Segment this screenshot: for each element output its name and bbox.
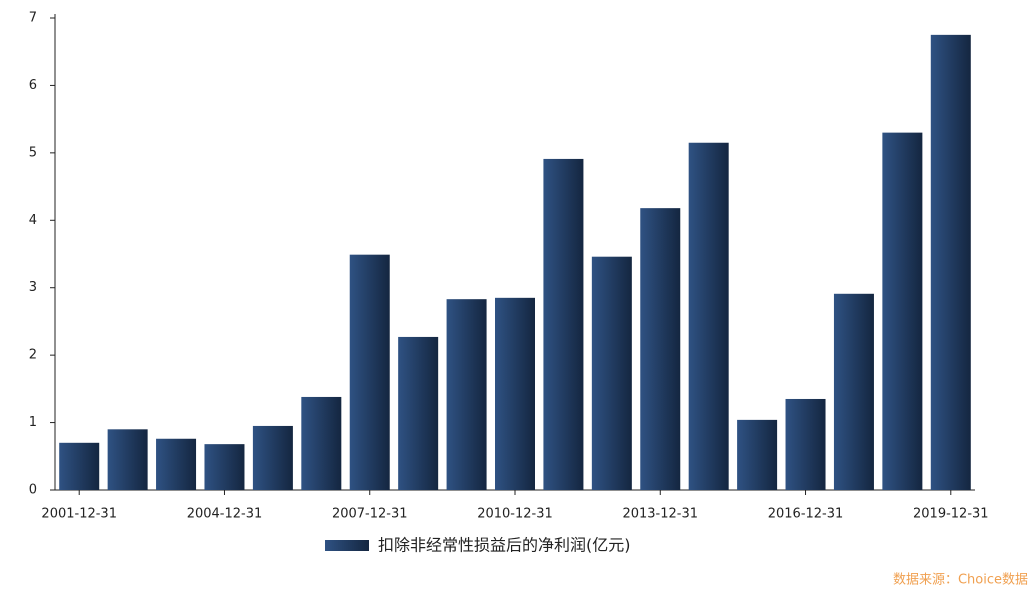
bar: [688, 142, 729, 490]
x-tick-label: 2013-12-31: [622, 507, 698, 522]
y-tick-label: 2: [29, 348, 37, 363]
bar: [59, 442, 100, 490]
x-tick-label: 2010-12-31: [477, 507, 553, 522]
y-tick-label: 0: [29, 483, 37, 498]
bar: [882, 132, 923, 490]
y-tick-label: 6: [29, 78, 37, 93]
bar: [833, 293, 874, 490]
y-tick-label: 1: [29, 415, 37, 430]
legend-label: 扣除非经常性损益后的净利润(亿元): [378, 536, 631, 555]
y-tick-label: 7: [29, 11, 37, 26]
bar: [543, 158, 584, 490]
bar: [591, 256, 632, 490]
x-tick-label: 2016-12-31: [768, 507, 844, 522]
bar: [785, 398, 826, 490]
bar: [156, 438, 197, 490]
bar: [495, 297, 535, 490]
y-tick-label: 5: [29, 145, 37, 160]
bar: [737, 419, 778, 490]
source-note: 数据来源：Choice数据: [893, 573, 1028, 588]
bar: [349, 254, 390, 490]
y-tick-label: 3: [29, 280, 37, 295]
legend-swatch: [325, 540, 369, 551]
bar: [930, 34, 971, 490]
bar: [204, 444, 245, 490]
x-tick-label: 2019-12-31: [913, 507, 989, 522]
x-tick-label: 2007-12-31: [332, 507, 408, 522]
bar: [301, 396, 342, 490]
x-tick-label: 2001-12-31: [41, 507, 117, 522]
bar: [446, 299, 487, 490]
bar: [640, 208, 681, 491]
x-tick-label: 2004-12-31: [187, 507, 263, 522]
y-tick-label: 4: [29, 213, 37, 228]
bar: [107, 429, 148, 490]
bar: [252, 425, 293, 490]
bar: [398, 336, 439, 490]
